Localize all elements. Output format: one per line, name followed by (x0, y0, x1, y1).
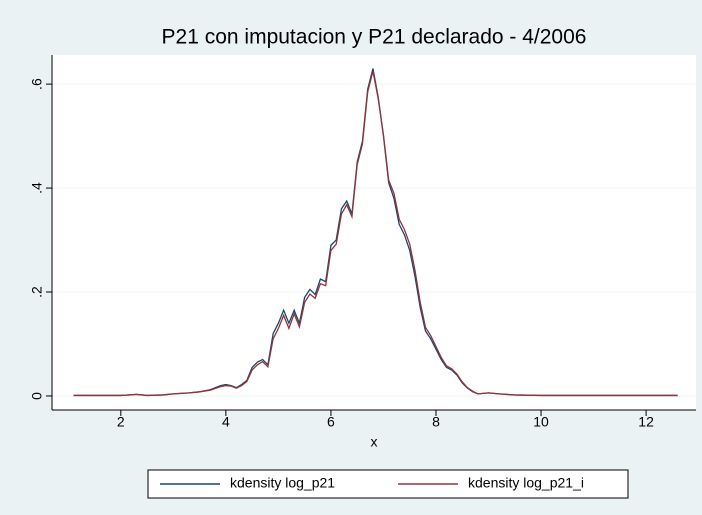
y-tick-label: .6 (29, 78, 45, 90)
plot-area (52, 55, 696, 410)
x-tick-label: 6 (327, 414, 335, 430)
y-tick-label: 0 (29, 392, 45, 400)
x-tick-label: 10 (533, 414, 549, 430)
legend-label: kdensity log_p21 (230, 475, 335, 491)
y-tick-label: .4 (29, 182, 45, 194)
y-tick-label: .2 (29, 286, 45, 298)
chart-title: P21 con imputacion y P21 declarado - 4/2… (162, 26, 587, 49)
legend (147, 469, 629, 499)
x-tick-label: 8 (432, 414, 440, 430)
x-tick-label: 4 (222, 414, 230, 430)
legend-label: kdensity log_p21_i (468, 475, 584, 491)
density-line (73, 70, 678, 397)
x-tick-label: 2 (117, 414, 125, 430)
x-tick-label: 12 (638, 414, 654, 430)
x-axis-label: x (371, 434, 378, 450)
